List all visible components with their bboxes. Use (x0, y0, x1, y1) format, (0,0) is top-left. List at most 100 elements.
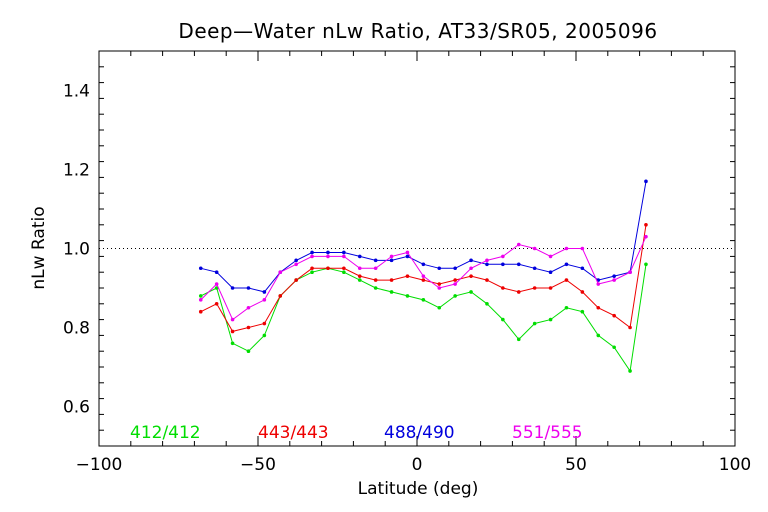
data-point (214, 302, 219, 306)
chart-title: Deep—Water nLw Ratio, AT33/SR05, 2005096 (178, 19, 657, 43)
data-point (564, 278, 569, 282)
data-point (246, 349, 251, 354)
data-point (453, 266, 457, 271)
data-point (198, 309, 203, 314)
data-point (437, 305, 442, 310)
data-point (469, 274, 473, 278)
legend-entry: 488/490 (384, 423, 455, 443)
data-point (310, 266, 314, 271)
data-point (612, 274, 616, 278)
data-point (198, 298, 203, 302)
data-point (644, 234, 648, 239)
data-point (357, 278, 362, 282)
data-point (548, 270, 553, 275)
data-point (644, 262, 648, 267)
data-point (230, 329, 235, 334)
data-point (564, 305, 569, 310)
data-point (516, 290, 521, 294)
data-point (644, 179, 648, 184)
y-tick-label: 0.6 (63, 398, 90, 418)
data-point (214, 282, 219, 286)
data-point (357, 274, 362, 278)
data-point (548, 286, 553, 290)
data-point (485, 302, 489, 306)
data-point (612, 278, 616, 282)
y-tick-labels: 0.6 0.8 1.0 1.2 1.4 (63, 82, 90, 418)
y-tick-label: 0.8 (63, 319, 90, 339)
data-point (501, 317, 505, 322)
data-point (516, 262, 521, 267)
data-point (246, 305, 251, 310)
data-point (532, 246, 537, 251)
data-point (453, 294, 457, 298)
data-point (326, 266, 330, 271)
data-point (469, 290, 473, 294)
data-point (326, 254, 330, 259)
data-point (421, 262, 426, 267)
data-point (628, 270, 632, 275)
data-point (453, 278, 457, 282)
legend-entry: 551/555 (512, 423, 583, 443)
data-point (548, 317, 553, 322)
data-point (564, 262, 569, 267)
data-point (532, 266, 537, 271)
data-point (262, 321, 267, 326)
data-point (501, 254, 505, 259)
data-point (246, 325, 251, 330)
data-point (342, 270, 346, 275)
data-point (485, 262, 489, 267)
data-point (342, 266, 346, 271)
data-point (405, 294, 410, 298)
data-point (469, 258, 473, 263)
data-point (596, 333, 601, 338)
data-point (485, 258, 489, 263)
data-point (342, 250, 346, 255)
data-point (548, 254, 553, 259)
data-point (198, 266, 203, 271)
data-point (230, 341, 235, 346)
x-axis-label: Latitude (deg) (358, 479, 479, 499)
data-point (294, 278, 298, 282)
series-line (200, 224, 647, 332)
data-point (628, 369, 632, 373)
data-point (532, 321, 537, 326)
data-point (230, 286, 235, 290)
data-point (580, 246, 585, 251)
data-point (373, 286, 378, 290)
data-point (644, 223, 648, 227)
legend-entry: 412/412 (130, 423, 201, 443)
data-point (485, 278, 489, 282)
x-tick-label: 100 (719, 455, 751, 475)
data-point (405, 250, 410, 255)
data-point (421, 278, 426, 282)
series-line (200, 236, 647, 321)
data-point (357, 254, 362, 259)
data-point (373, 266, 378, 271)
data-point (310, 250, 314, 255)
data-point (532, 286, 537, 290)
y-tick-label: 1.0 (63, 240, 90, 260)
data-point (628, 325, 632, 330)
data-point (246, 286, 251, 290)
data-point (262, 290, 267, 294)
data-point (580, 290, 585, 294)
data-point (278, 294, 283, 298)
data-point (437, 282, 442, 286)
legend-entry: 443/443 (258, 423, 329, 443)
y-tick-label: 1.2 (63, 161, 90, 181)
data-point (310, 270, 314, 275)
x-tick-label: −50 (240, 455, 276, 475)
data-point (230, 317, 235, 322)
data-point (612, 345, 616, 350)
data-point (469, 266, 473, 271)
data-point (405, 274, 410, 278)
data-point (373, 258, 378, 263)
data-point (612, 313, 616, 318)
data-point (405, 254, 410, 259)
data-point (596, 305, 601, 310)
data-point (278, 270, 283, 275)
tick-marks (98, 50, 736, 447)
series-group (198, 179, 648, 373)
data-point (294, 258, 298, 263)
